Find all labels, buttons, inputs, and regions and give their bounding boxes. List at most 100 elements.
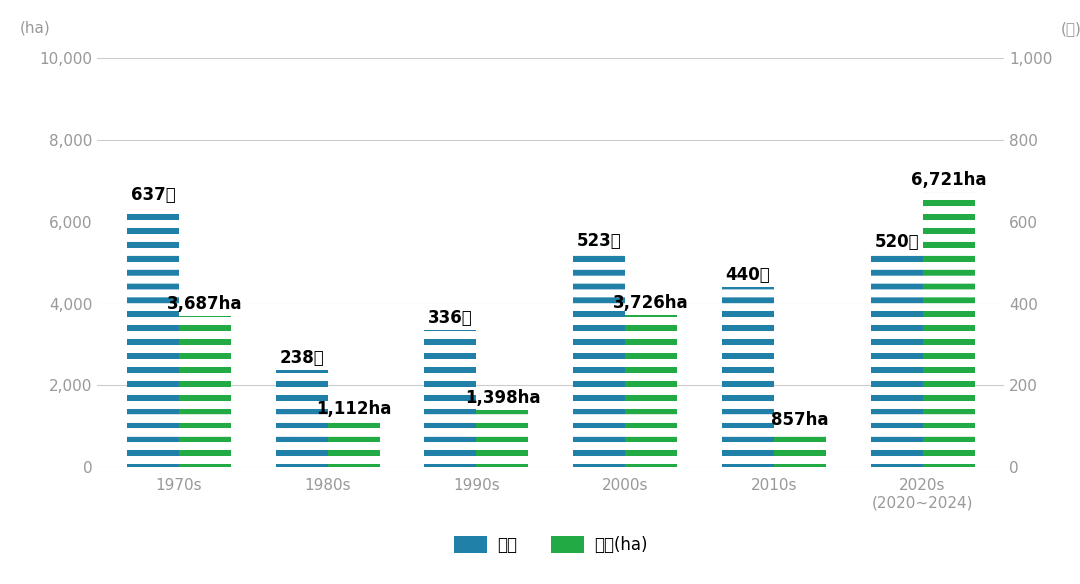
Circle shape — [0, 318, 1080, 324]
Circle shape — [0, 457, 1080, 463]
Circle shape — [0, 277, 1080, 283]
Circle shape — [0, 457, 1080, 463]
Circle shape — [0, 457, 1080, 463]
Circle shape — [0, 429, 1080, 436]
Circle shape — [0, 318, 1080, 324]
Circle shape — [0, 346, 1080, 352]
Circle shape — [0, 263, 1080, 269]
Circle shape — [0, 402, 1080, 408]
Circle shape — [0, 457, 1080, 463]
Circle shape — [0, 443, 1080, 449]
Circle shape — [0, 360, 1080, 366]
Circle shape — [0, 360, 1080, 366]
Circle shape — [0, 374, 1080, 380]
Circle shape — [0, 374, 1080, 380]
Circle shape — [0, 443, 1080, 449]
Circle shape — [0, 235, 1080, 241]
Circle shape — [0, 429, 1080, 436]
Circle shape — [0, 402, 1080, 408]
Circle shape — [0, 318, 1080, 324]
Circle shape — [0, 457, 1080, 463]
Circle shape — [0, 416, 1080, 422]
Circle shape — [0, 402, 1080, 408]
Circle shape — [0, 457, 1080, 463]
Circle shape — [0, 457, 1080, 463]
Circle shape — [0, 429, 1080, 436]
Text: 520건: 520건 — [875, 234, 919, 251]
Circle shape — [0, 402, 1080, 408]
Circle shape — [0, 429, 1080, 436]
Circle shape — [0, 277, 1080, 283]
Circle shape — [0, 443, 1080, 449]
Circle shape — [0, 443, 1080, 449]
Circle shape — [0, 443, 1080, 449]
Circle shape — [0, 416, 1080, 422]
Circle shape — [0, 221, 1080, 227]
Text: 523건: 523건 — [577, 232, 621, 250]
Circle shape — [0, 221, 1080, 227]
Circle shape — [0, 263, 1080, 269]
Circle shape — [0, 360, 1080, 366]
Circle shape — [0, 374, 1080, 380]
Circle shape — [0, 332, 1080, 338]
Bar — [275, 370, 327, 467]
Circle shape — [0, 249, 1080, 255]
Circle shape — [0, 332, 1080, 338]
Text: 1,112ha: 1,112ha — [316, 401, 391, 419]
Legend: 건수, 면적(ha): 건수, 면적(ha) — [447, 530, 654, 561]
Circle shape — [0, 193, 1080, 199]
Circle shape — [0, 360, 1080, 366]
Circle shape — [0, 346, 1080, 352]
Circle shape — [0, 443, 1080, 449]
Circle shape — [0, 457, 1080, 463]
Circle shape — [0, 457, 1080, 463]
Bar — [774, 432, 826, 467]
Circle shape — [0, 388, 1080, 394]
Circle shape — [0, 457, 1080, 463]
Circle shape — [0, 443, 1080, 449]
Circle shape — [0, 360, 1080, 366]
Circle shape — [0, 374, 1080, 380]
Circle shape — [0, 318, 1080, 324]
Circle shape — [0, 249, 1080, 255]
Circle shape — [0, 332, 1080, 338]
Circle shape — [0, 235, 1080, 241]
Circle shape — [0, 443, 1080, 449]
Circle shape — [0, 443, 1080, 449]
Circle shape — [0, 429, 1080, 436]
Circle shape — [0, 332, 1080, 338]
Circle shape — [0, 388, 1080, 394]
Circle shape — [0, 318, 1080, 324]
Circle shape — [0, 457, 1080, 463]
Circle shape — [0, 332, 1080, 338]
Bar — [721, 287, 774, 467]
Bar — [476, 410, 528, 467]
Circle shape — [0, 304, 1080, 310]
Circle shape — [0, 416, 1080, 422]
Circle shape — [0, 416, 1080, 422]
Circle shape — [0, 443, 1080, 449]
Circle shape — [0, 416, 1080, 422]
Circle shape — [0, 457, 1080, 463]
Circle shape — [0, 443, 1080, 449]
Circle shape — [0, 416, 1080, 422]
Text: 1,398ha: 1,398ha — [464, 389, 540, 407]
Circle shape — [0, 416, 1080, 422]
Text: 238건: 238건 — [280, 349, 324, 367]
Circle shape — [0, 221, 1080, 227]
Circle shape — [0, 457, 1080, 463]
Circle shape — [0, 374, 1080, 380]
Circle shape — [0, 360, 1080, 366]
Circle shape — [0, 332, 1080, 338]
Circle shape — [0, 346, 1080, 352]
Circle shape — [0, 402, 1080, 408]
Circle shape — [0, 207, 1080, 213]
Circle shape — [0, 416, 1080, 422]
Circle shape — [0, 402, 1080, 408]
Circle shape — [0, 318, 1080, 324]
Circle shape — [0, 374, 1080, 380]
Circle shape — [0, 457, 1080, 463]
Circle shape — [0, 457, 1080, 463]
Circle shape — [0, 346, 1080, 352]
Circle shape — [0, 332, 1080, 338]
